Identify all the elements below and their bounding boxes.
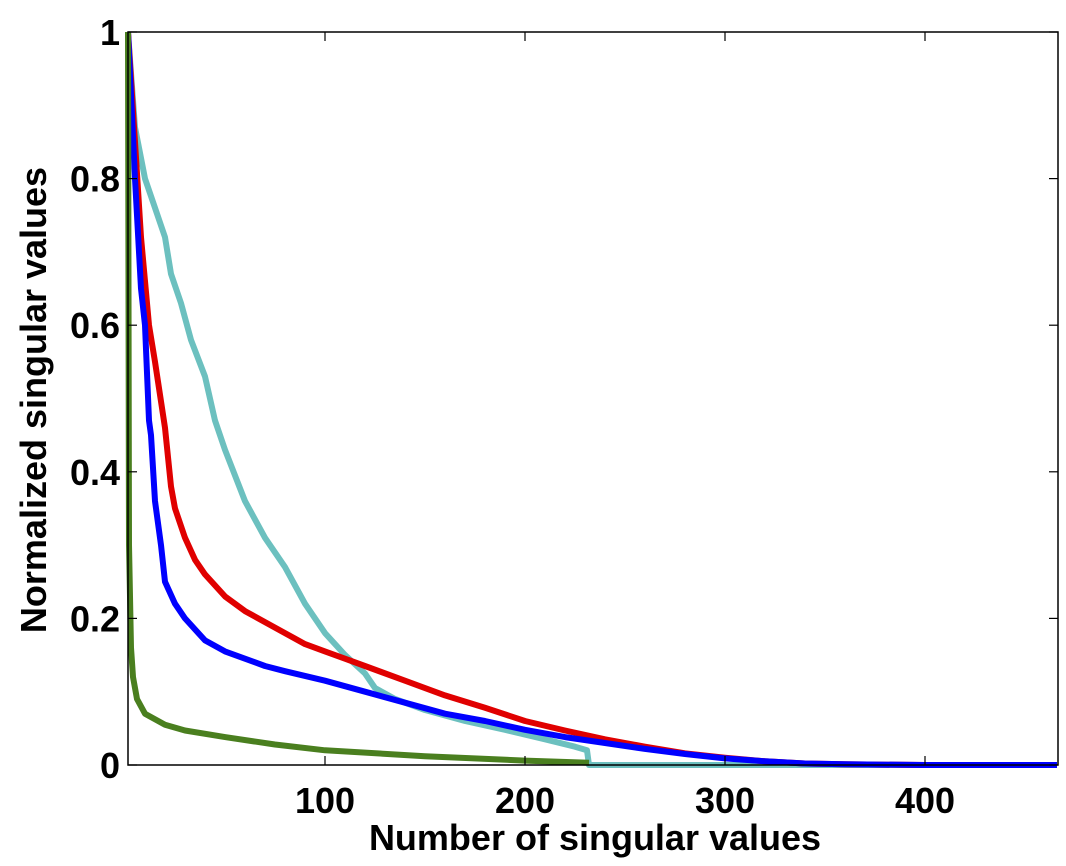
y-tick-label: 0.2: [70, 598, 120, 639]
y-tick-label: 0: [100, 745, 120, 786]
series-line-cyan: [125, 31, 1057, 768]
x-axis-title: Number of singular values: [369, 817, 821, 858]
x-tick-label: 300: [695, 780, 755, 821]
tick-layer: 100 200 300 400 0 0.2 0.4 0.6 0.8 1: [70, 12, 1058, 821]
series-line-green: [125, 31, 590, 766]
y-tick-label: 0.8: [70, 159, 120, 200]
series-line-red: [125, 31, 1057, 768]
series-line-blue: [125, 31, 1057, 768]
y-tick-label: 0.4: [70, 452, 120, 493]
x-tick-label: 200: [495, 780, 555, 821]
series-layer: [125, 31, 1057, 768]
plot-frame: [127, 31, 1059, 766]
y-tick-label: 0.6: [70, 305, 120, 346]
x-tick-label: 400: [895, 780, 955, 821]
y-axis-title: Normalized singular values: [13, 167, 54, 633]
y-tick-label: 1: [100, 12, 120, 53]
x-tick-label: 100: [295, 780, 355, 821]
